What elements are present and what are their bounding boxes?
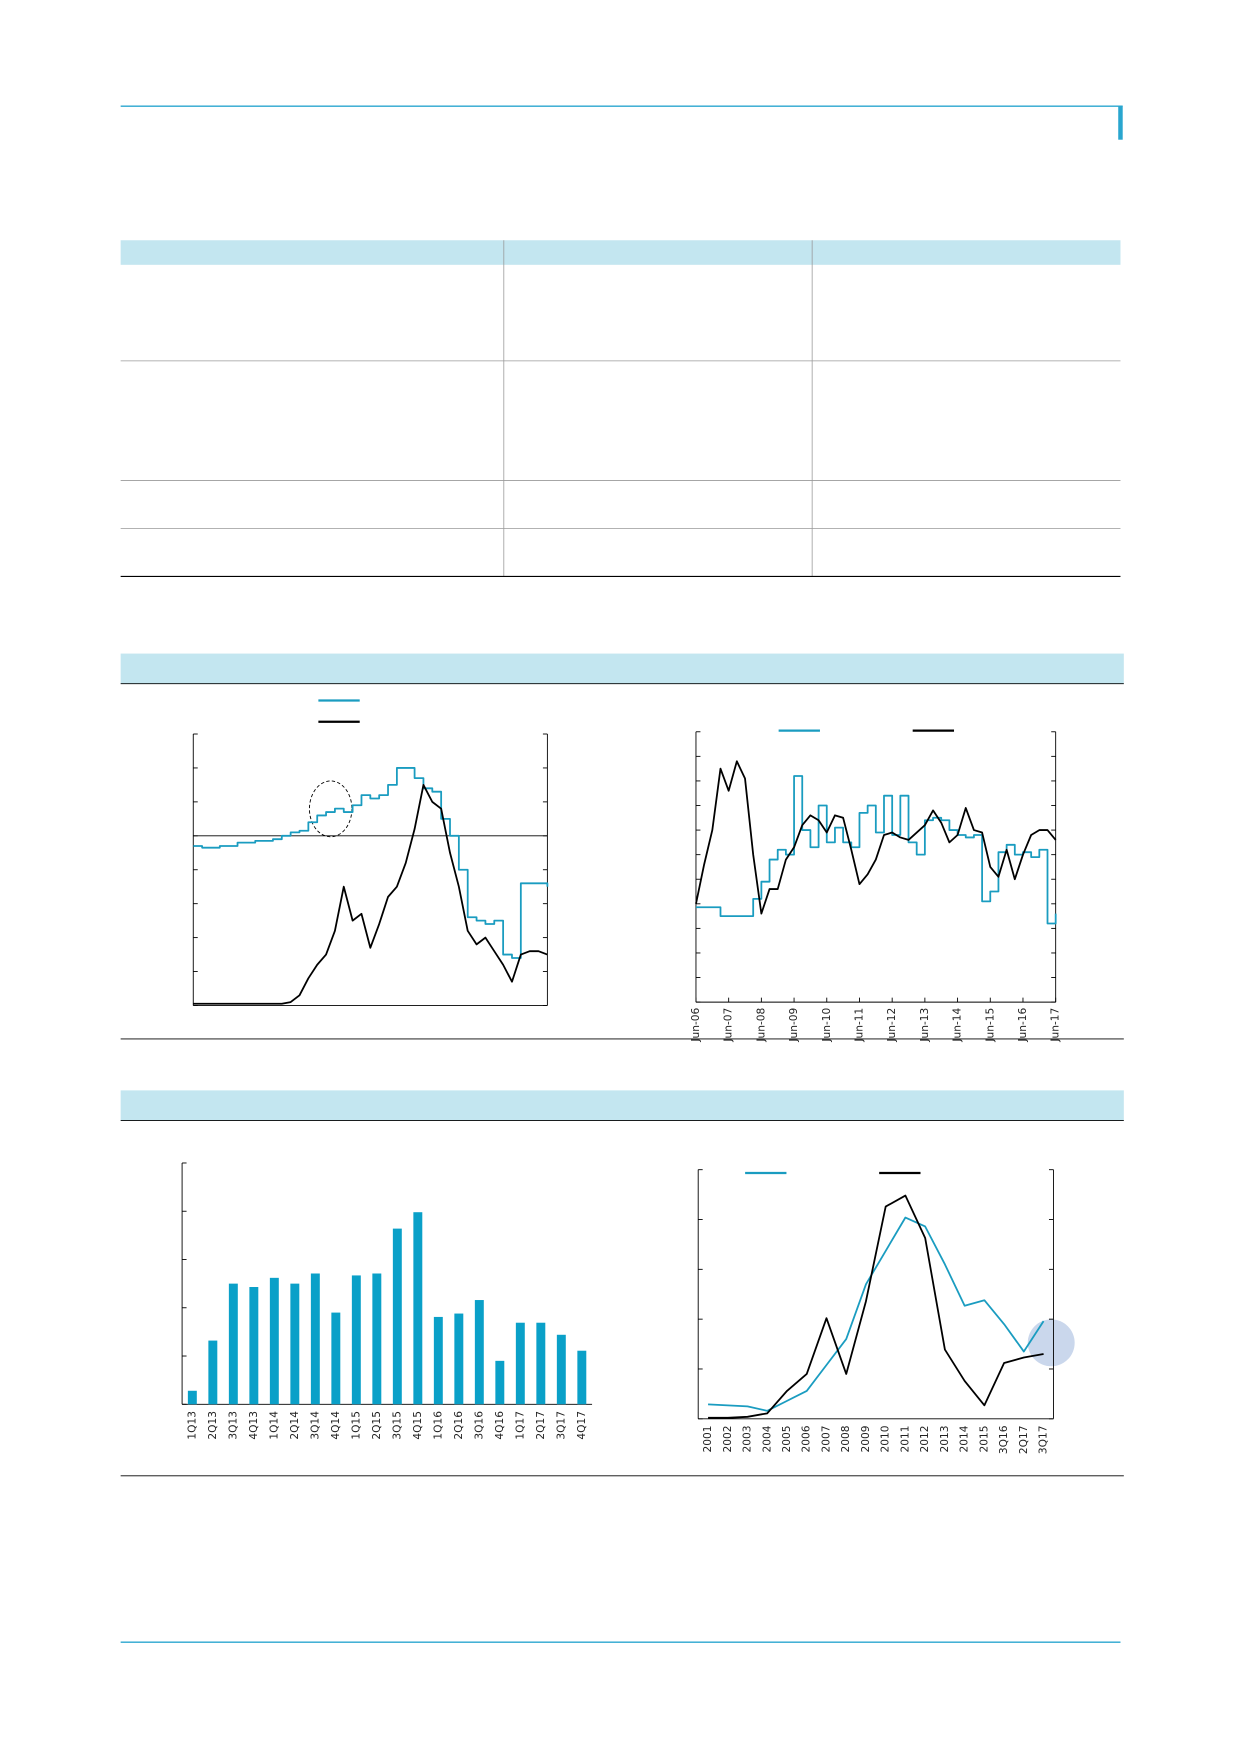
x-tick-label: Jun-17 (1049, 1008, 1062, 1043)
x-tick-label: 2011 (898, 1426, 911, 1453)
x-tick-label: 1Q13 (185, 1411, 198, 1440)
line-series (695, 760, 1057, 915)
bar (249, 1287, 259, 1405)
x-tick-label: 1Q14 (267, 1411, 280, 1440)
bar (556, 1334, 566, 1405)
x-tick-label: 1Q17 (513, 1411, 526, 1440)
x-tick-label: Jun-15 (983, 1008, 996, 1043)
x-tick-label: Jun-16 (1016, 1007, 1029, 1042)
bar (433, 1316, 443, 1405)
bar (495, 1360, 505, 1405)
header-tab (1118, 106, 1123, 140)
bar (228, 1283, 238, 1405)
bar (372, 1273, 382, 1405)
x-tick-label: 3Q14 (308, 1411, 321, 1440)
bar (474, 1300, 484, 1405)
x-tick-label: 4Q16 (493, 1411, 506, 1440)
x-tick-label: 2013 (938, 1426, 951, 1453)
x-tick-label: Jun-11 (852, 1008, 865, 1043)
x-tick-label: 2Q17 (534, 1411, 547, 1440)
bar (351, 1275, 361, 1405)
x-tick-label: 2001 (701, 1426, 714, 1453)
highlight-circle (308, 780, 353, 838)
bar (269, 1277, 279, 1405)
x-tick-label: Jun-07 (722, 1008, 735, 1043)
x-tick-label: 2010 (879, 1425, 892, 1452)
x-tick-label: 3Q16 (997, 1425, 1010, 1454)
x-tick-label: 2Q16 (452, 1411, 465, 1440)
bar (392, 1228, 402, 1405)
x-tick-label: 3Q13 (226, 1411, 239, 1440)
section-band (120, 1090, 1124, 1121)
line-series (193, 784, 548, 1005)
x-tick-label: 3Q17 (1037, 1426, 1050, 1455)
x-tick-label: Jun-08 (754, 1007, 767, 1042)
x-tick-label: 2005 (780, 1426, 793, 1453)
section-band (120, 653, 1124, 684)
x-tick-label: Jun-12 (885, 1008, 898, 1043)
x-tick-label: 2004 (760, 1425, 773, 1452)
bar (413, 1212, 423, 1405)
x-tick-label: 3Q16 (472, 1411, 485, 1440)
x-tick-label: 2Q15 (370, 1411, 383, 1440)
x-tick-label: 2007 (819, 1426, 832, 1453)
x-tick-label: 2Q14 (288, 1411, 301, 1440)
x-tick-label: Jun-14 (951, 1007, 964, 1042)
x-tick-label: 3Q17 (554, 1411, 567, 1440)
x-tick-label: 4Q15 (411, 1411, 424, 1440)
bar (290, 1283, 300, 1405)
x-tick-label: 2006 (800, 1425, 813, 1452)
x-tick-label: 4Q17 (575, 1411, 588, 1440)
x-tick-label: 2015 (977, 1426, 990, 1453)
line-series (695, 775, 1057, 925)
x-tick-label: 3Q15 (390, 1411, 403, 1440)
x-tick-label: Jun-13 (918, 1008, 931, 1043)
bar (536, 1322, 546, 1405)
x-tick-label: 2008 (839, 1425, 852, 1452)
x-tick-label: Jun-10 (820, 1007, 833, 1042)
line-series (708, 1216, 1045, 1412)
bar (577, 1350, 587, 1405)
bar (187, 1390, 197, 1405)
x-tick-label: 2003 (741, 1426, 754, 1453)
highlight-circle (1027, 1319, 1075, 1367)
bar (454, 1313, 464, 1405)
line-series (708, 1194, 1044, 1419)
x-tick-label: 2009 (859, 1426, 872, 1453)
bar (515, 1322, 525, 1405)
x-tick-label: 2Q13 (206, 1411, 219, 1440)
bar (310, 1273, 320, 1405)
x-tick-label: 1Q16 (431, 1411, 444, 1440)
x-tick-label: 4Q13 (247, 1411, 260, 1440)
table-header (120, 240, 1121, 265)
x-tick-label: 2012 (918, 1426, 931, 1453)
x-tick-label: Jun-06 (689, 1007, 702, 1042)
x-tick-label: 4Q14 (329, 1411, 342, 1440)
x-tick-label: 2014 (958, 1425, 971, 1452)
x-tick-label: Jun-09 (787, 1008, 800, 1043)
x-tick-label: 2002 (721, 1426, 734, 1453)
table (120, 240, 1121, 578)
x-tick-label: 1Q15 (349, 1411, 362, 1440)
x-tick-label: 2Q17 (1017, 1426, 1030, 1455)
bar (208, 1340, 218, 1405)
line-series (193, 767, 549, 959)
bar (331, 1312, 341, 1405)
